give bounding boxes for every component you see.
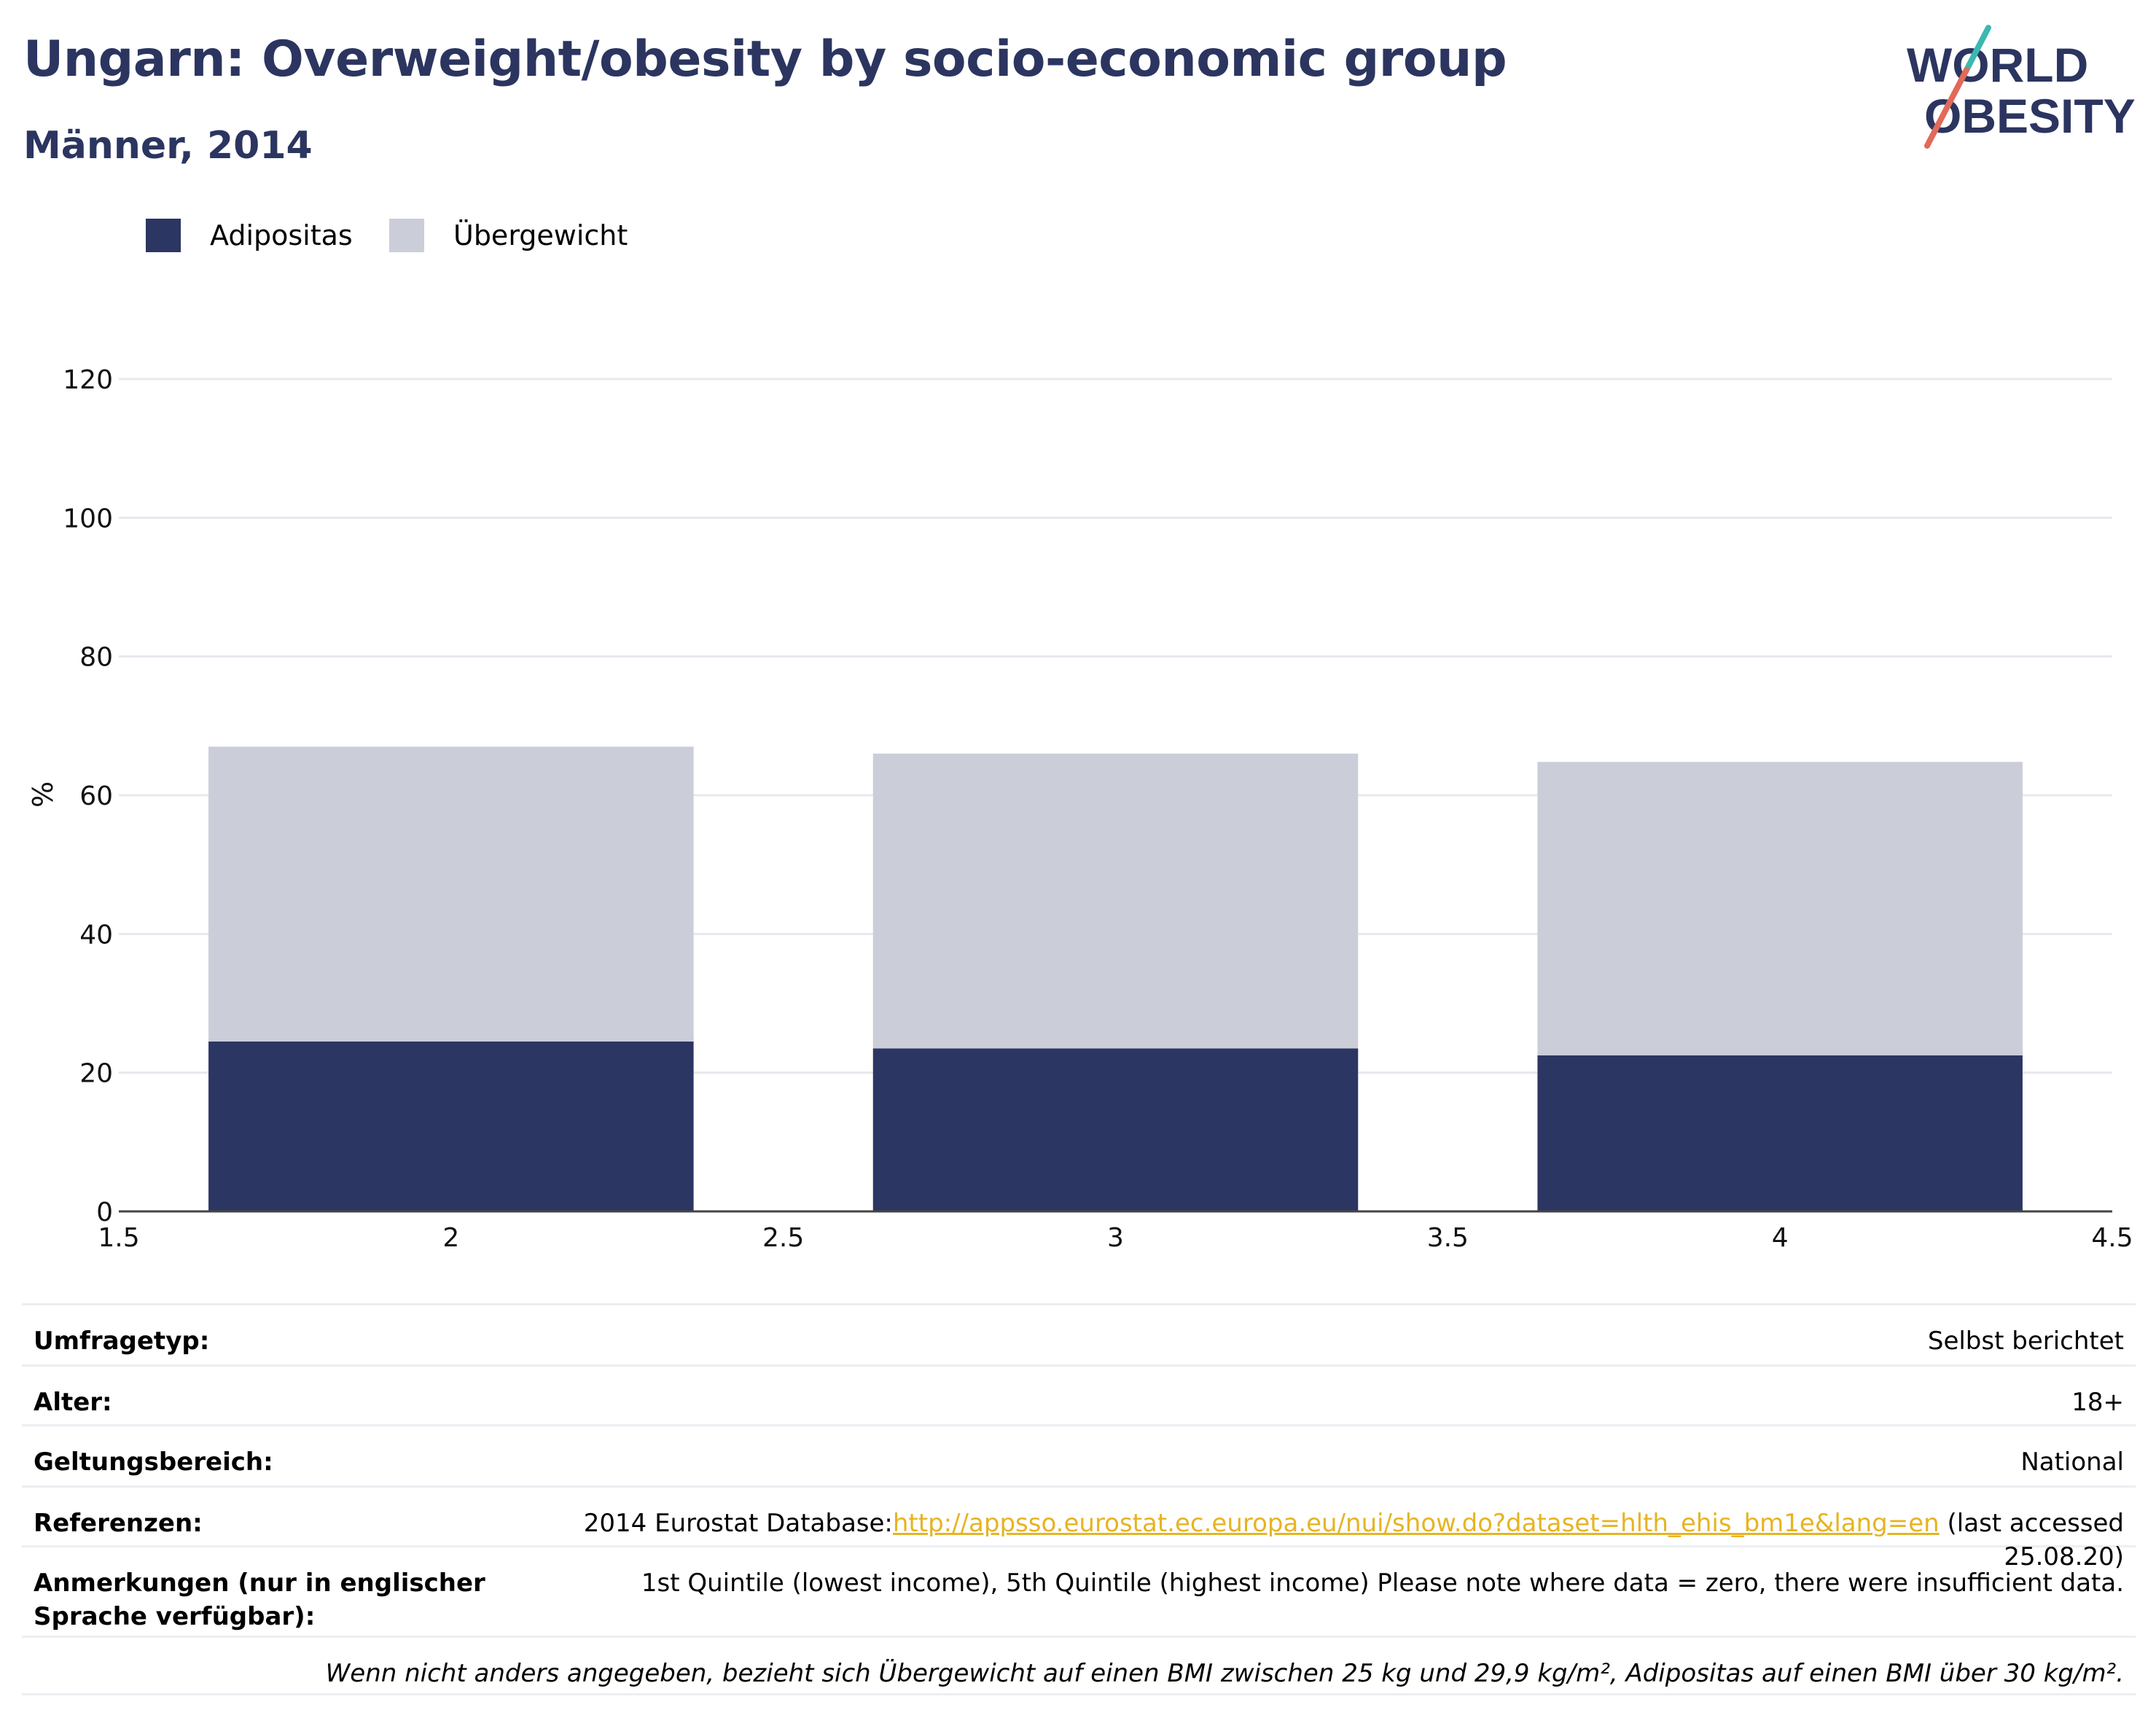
logo-slash-teal [1964, 25, 1991, 73]
age-value: 18+ [2071, 1388, 2124, 1417]
references-value: 2014 Eurostat Database:http://appsso.eur… [573, 1507, 2124, 1574]
stacked-bar-chart: 0 20 40 60 80 100 120 1.5 2 2.5 3 3.5 4 4.5% [27, 365, 2133, 1253]
x-tick-label: 2.5 [762, 1223, 804, 1253]
y-tick-label: 100 [63, 504, 113, 534]
bar-uebergewicht-2 [208, 746, 694, 1042]
bar-uebergewicht-4 [1537, 762, 2023, 1055]
info-row-references: Referenzen: 2014 Eurostat Database:http:… [22, 1485, 2136, 1571]
y-tick-label: 20 [79, 1059, 113, 1089]
references-suffix: (last accessed 25.08.20) [1939, 1509, 2124, 1571]
scope-label: Geltungsbereich: [34, 1448, 273, 1477]
info-row-footnote: Wenn nicht anders angegeben, bezieht sic… [22, 1636, 2136, 1695]
references-label: Referenzen: [34, 1509, 203, 1538]
x-tick-label: 4.5 [2091, 1223, 2133, 1253]
y-tick-label: 40 [79, 920, 113, 950]
legend-swatch-adipositas [146, 219, 181, 252]
logo-word-world: WORLD [1907, 38, 2088, 92]
age-label: Alter: [34, 1388, 112, 1417]
notes-value: 1st Quintile (lowest income), 5th Quinti… [641, 1569, 2124, 1598]
bar-adipositas-4 [1537, 1055, 2023, 1211]
y-tick-label: 0 [96, 1198, 113, 1227]
x-tick-label: 2 [442, 1223, 459, 1253]
y-tick-label: 60 [79, 781, 113, 811]
legend-label-uebergewicht: Übergewicht [453, 219, 628, 251]
info-row-survey-type: Umfragetyp: Selbst berichtet [22, 1303, 2136, 1364]
page-title: Ungarn: Overweight/obesity by socio-econ… [23, 31, 1507, 88]
survey-type-value: Selbst berichtet [1927, 1327, 2124, 1356]
references-prefix: 2014 Eurostat Database: [583, 1509, 893, 1538]
legend-item-adipositas[interactable]: Adipositas [146, 219, 353, 252]
page-subtitle: Männer, 2014 [23, 124, 313, 168]
bar-adipositas-2 [208, 1041, 694, 1211]
bar-uebergewicht-3 [872, 753, 1359, 1049]
info-row-notes: Anmerkungen (nur in englischer Sprache v… [22, 1545, 2136, 1636]
references-link[interactable]: http://appsso.eurostat.ec.europa.eu/nui/… [892, 1509, 1940, 1538]
bar-adipositas-3 [872, 1048, 1359, 1211]
logo-word-obesity: OBESITY [1924, 89, 2136, 143]
x-tick-label: 3 [1107, 1223, 1124, 1253]
world-obesity-logo: WORLD OBESITY [1907, 25, 2136, 149]
legend-label-adipositas: Adipositas [210, 219, 353, 251]
info-table: Umfragetyp: Selbst berichtet Alter: 18+ … [22, 1303, 2136, 1695]
y-tick-label: 80 [79, 643, 113, 673]
info-row-age: Alter: 18+ [22, 1364, 2136, 1424]
x-tick-label: 4 [1772, 1223, 1789, 1253]
legend-swatch-uebergewicht [389, 219, 424, 252]
info-row-scope: Geltungsbereich: National [22, 1424, 2136, 1485]
y-tick-label: 120 [63, 365, 113, 395]
x-tick-label: 1.5 [98, 1223, 139, 1253]
x-tick-label: 3.5 [1427, 1223, 1469, 1253]
legend-item-uebergewicht[interactable]: Übergewicht [389, 219, 628, 252]
survey-type-label: Umfragetyp: [34, 1327, 210, 1356]
logo-slash-coral [1924, 67, 1969, 149]
scope-value: National [2020, 1448, 2124, 1477]
y-axis-label: % [27, 781, 59, 808]
footnote-text: Wenn nicht anders angegeben, bezieht sic… [325, 1659, 2124, 1688]
notes-label: Anmerkungen (nur in englischer Sprache v… [34, 1569, 485, 1631]
